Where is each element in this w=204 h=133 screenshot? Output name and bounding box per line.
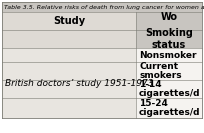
Text: 1-14
cigarettes/d: 1-14 cigarettes/d: [139, 80, 201, 98]
Text: Current
smokers: Current smokers: [139, 62, 182, 80]
Bar: [136, 98, 202, 118]
Bar: [2, 62, 136, 80]
Bar: [136, 12, 202, 30]
Bar: [2, 48, 136, 62]
Bar: [2, 98, 136, 118]
Bar: [136, 30, 202, 48]
Text: Smoking
status: Smoking status: [145, 28, 193, 50]
Text: Study: Study: [53, 16, 85, 26]
Bar: [2, 2, 202, 12]
Text: Table 3.5. Relative risks of death from lung cancer for women and men, by quanti: Table 3.5. Relative risks of death from …: [4, 5, 204, 9]
Text: 15-24
cigarettes/d: 15-24 cigarettes/d: [139, 99, 201, 117]
Bar: [136, 48, 202, 62]
Text: Nonsmoker: Nonsmoker: [139, 51, 196, 59]
Bar: [2, 30, 136, 48]
Bar: [2, 80, 136, 98]
Bar: [2, 12, 136, 30]
Bar: [136, 62, 202, 80]
Bar: [136, 80, 202, 98]
Text: Wo: Wo: [161, 12, 177, 22]
Text: British doctors’ study 1951-1973: British doctors’ study 1951-1973: [5, 78, 153, 88]
